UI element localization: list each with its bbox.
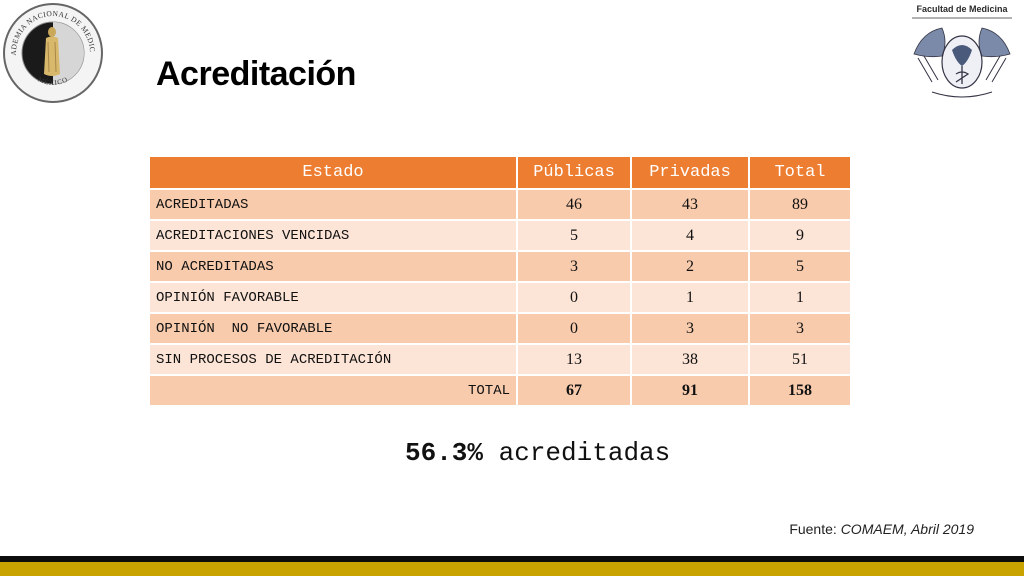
row-privadas: 4 <box>632 221 748 250</box>
header-estado: Estado <box>150 157 516 188</box>
table-row: ACREDITADAS 46 43 89 <box>150 190 850 219</box>
facultad-medicina-caption: Facultad de Medicina <box>916 4 1008 14</box>
header-privadas: Privadas <box>632 157 748 188</box>
header-publicas: Públicas <box>518 157 630 188</box>
table-row: ACREDITACIONES VENCIDAS 5 4 9 <box>150 221 850 250</box>
svg-text:MÉXICO: MÉXICO <box>37 75 70 87</box>
row-total: 9 <box>750 221 850 250</box>
row-publicas: 3 <box>518 252 630 281</box>
table-row: SIN PROCESOS DE ACREDITACIÓN 13 38 51 <box>150 345 850 374</box>
facultad-medicina-logo <box>912 17 1012 98</box>
row-publicas: 0 <box>518 283 630 312</box>
row-total: 1 <box>750 283 850 312</box>
row-total: 3 <box>750 314 850 343</box>
row-privadas: 38 <box>632 345 748 374</box>
row-total: 5 <box>750 252 850 281</box>
footer-black-bar <box>0 556 1024 562</box>
row-estado: NO ACREDITADAS <box>150 252 516 281</box>
table-row: OPINIÓN FAVORABLE 0 1 1 <box>150 283 850 312</box>
row-estado: ACREDITACIONES VENCIDAS <box>150 221 516 250</box>
accreditation-summary: 56.3% acreditadas <box>405 438 670 468</box>
header-total: Total <box>750 157 850 188</box>
row-estado: OPINIÓN NO FAVORABLE <box>150 314 516 343</box>
row-estado: SIN PROCESOS DE ACREDITACIÓN <box>150 345 516 374</box>
source-note: Fuente: COMAEM, Abril 2019 <box>789 521 974 537</box>
row-privadas: 43 <box>632 190 748 219</box>
source-text: COMAEM, Abril 2019 <box>840 521 974 537</box>
row-publicas: 5 <box>518 221 630 250</box>
table-total-row: TOTAL 67 91 158 <box>150 376 850 405</box>
total-privadas: 91 <box>632 376 748 405</box>
row-publicas: 0 <box>518 314 630 343</box>
row-total: 51 <box>750 345 850 374</box>
footer-gold-bar <box>0 562 1024 576</box>
table-header-row: Estado Públicas Privadas Total <box>150 157 850 188</box>
total-publicas: 67 <box>518 376 630 405</box>
row-estado: ACREDITADAS <box>150 190 516 219</box>
slide-title: Acreditación <box>156 55 356 93</box>
source-prefix: Fuente: <box>789 521 841 537</box>
row-publicas: 13 <box>518 345 630 374</box>
table-row: NO ACREDITADAS 3 2 5 <box>150 252 850 281</box>
total-total: 158 <box>750 376 850 405</box>
row-privadas: 1 <box>632 283 748 312</box>
table-row: OPINIÓN NO FAVORABLE 0 3 3 <box>150 314 850 343</box>
row-privadas: 3 <box>632 314 748 343</box>
row-total: 89 <box>750 190 850 219</box>
accreditation-table: Estado Públicas Privadas Total ACREDITAD… <box>148 155 852 407</box>
summary-percent: 56.3% <box>405 438 484 468</box>
row-estado: OPINIÓN FAVORABLE <box>150 283 516 312</box>
academia-nacional-medicina-logo: ACADEMIA NACIONAL DE MEDICINA MÉXICO <box>2 2 103 103</box>
total-label: TOTAL <box>150 376 516 405</box>
row-privadas: 2 <box>632 252 748 281</box>
row-publicas: 46 <box>518 190 630 219</box>
summary-text: acreditadas <box>498 438 671 468</box>
